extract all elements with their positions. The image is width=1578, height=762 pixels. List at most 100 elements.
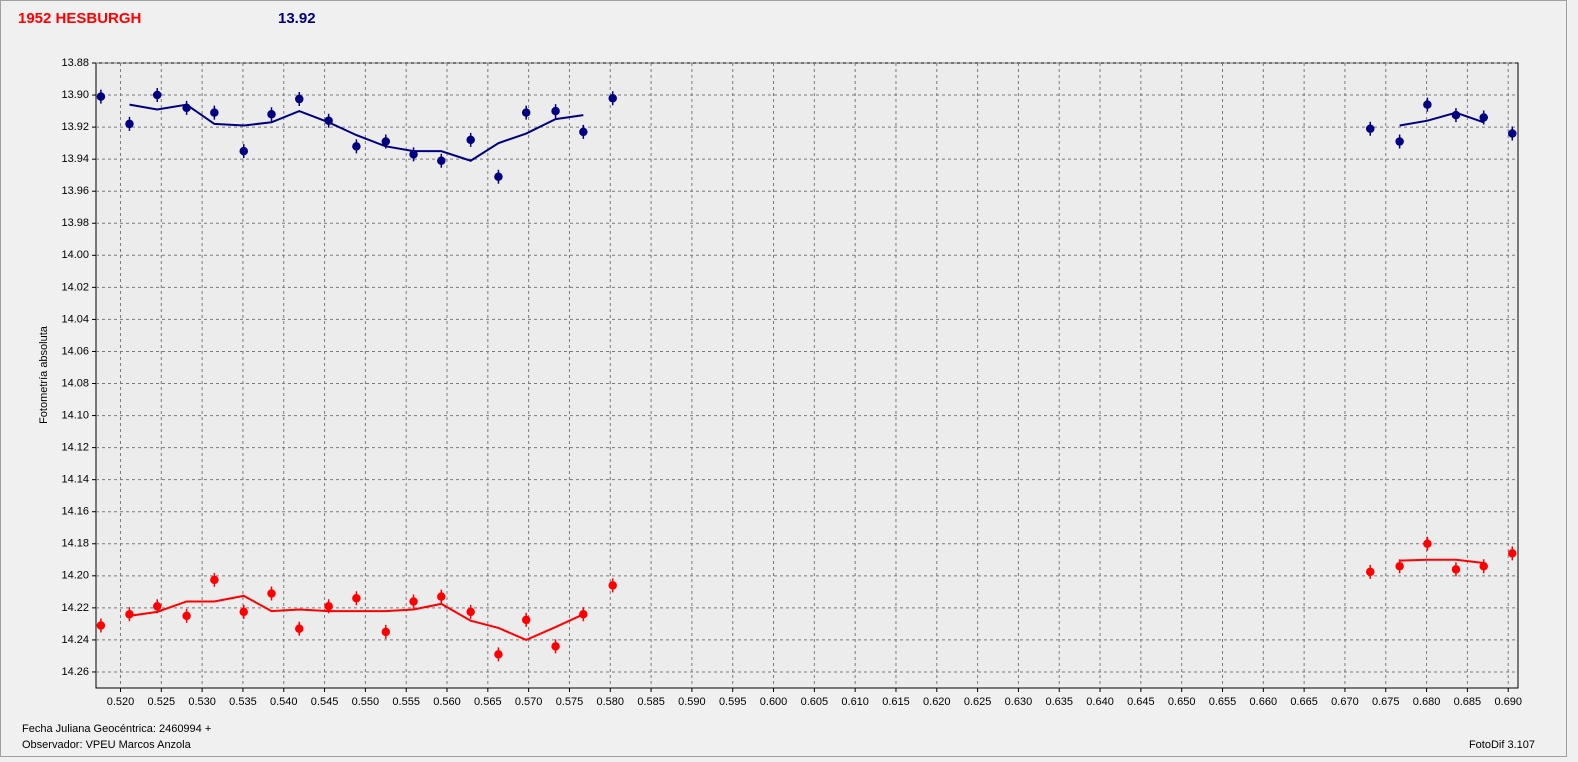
x-tick-label: 0.535 <box>229 696 257 708</box>
observer: Observador: VPEU Marcos Anzola <box>22 739 192 751</box>
x-tick-label: 0.665 <box>1290 696 1318 708</box>
x-tick-label: 0.685 <box>1454 696 1482 708</box>
x-tick-label: 0.545 <box>311 696 339 708</box>
x-tick-label: 0.530 <box>188 696 216 708</box>
data-point <box>210 105 219 120</box>
x-tick-label: 0.600 <box>760 696 788 708</box>
x-tick-label: 0.560 <box>433 696 461 708</box>
data-point <box>1423 97 1432 112</box>
x-tick-label: 0.565 <box>474 696 502 708</box>
data-point <box>1366 121 1375 136</box>
trend-line <box>129 558 1484 642</box>
data-point <box>381 624 391 639</box>
x-tick-label: 0.620 <box>923 696 951 708</box>
trend-line <box>129 103 1485 162</box>
y-tick-label: 14.26 <box>61 666 89 678</box>
y-tick-label: 14.02 <box>61 281 89 293</box>
x-tick-label: 0.590 <box>678 696 706 708</box>
y-tick-label: 14.04 <box>61 313 89 325</box>
x-tick-label: 0.550 <box>352 696 380 708</box>
data-point <box>125 607 134 622</box>
data-point <box>551 104 560 119</box>
data-point <box>352 139 361 154</box>
y-tick-label: 14.00 <box>61 249 89 261</box>
data-point <box>608 91 617 106</box>
data-point <box>1366 564 1375 579</box>
y-tick-label: 14.06 <box>61 345 89 357</box>
chart-title: 1952 HESBURGH <box>18 10 141 27</box>
y-tick-label: 14.14 <box>61 474 89 486</box>
data-point <box>437 589 446 604</box>
x-tick-label: 0.605 <box>801 696 829 708</box>
data-point <box>551 639 560 654</box>
data-point <box>521 612 531 627</box>
y-axis-label: Fotometría absoluta <box>38 325 50 424</box>
y-tick-label: 13.88 <box>61 57 89 69</box>
y-tick-label: 14.12 <box>61 442 89 454</box>
data-point <box>1508 546 1517 561</box>
x-tick-label: 0.585 <box>637 696 665 708</box>
data-point <box>409 594 418 609</box>
x-tick-label: 0.650 <box>1168 696 1196 708</box>
data-point <box>152 88 162 103</box>
x-tick-label: 0.520 <box>107 696 135 708</box>
data-point <box>96 618 106 633</box>
y-tick-label: 13.98 <box>61 217 89 229</box>
data-point <box>494 169 503 184</box>
y-tick-label: 14.18 <box>61 538 89 550</box>
y-tick-label: 14.24 <box>61 634 89 646</box>
data-point <box>437 153 446 168</box>
data-point <box>466 132 475 147</box>
data-point <box>352 591 361 606</box>
y-tick-label: 13.90 <box>61 89 89 101</box>
x-tick-label: 0.575 <box>556 696 584 708</box>
x-tick-label: 0.690 <box>1494 696 1522 708</box>
data-point <box>1508 126 1517 141</box>
software: FotoDif 3.107 <box>1469 739 1535 751</box>
data-point <box>1395 134 1404 149</box>
x-tick-label: 0.670 <box>1331 696 1359 708</box>
data-point <box>96 89 106 104</box>
y-tick-label: 14.22 <box>61 602 89 614</box>
y-tick-label: 14.16 <box>61 506 89 518</box>
x-tick-label: 0.555 <box>392 696 420 708</box>
data-point <box>1423 536 1432 551</box>
x-tick-label: 0.525 <box>148 696 176 708</box>
data-point <box>295 92 304 107</box>
x-tick-label: 0.635 <box>1045 696 1073 708</box>
data-point <box>1395 559 1404 574</box>
x-tick-label: 0.540 <box>270 696 298 708</box>
y-tick-label: 13.94 <box>61 153 89 165</box>
x-tick-label: 0.660 <box>1250 696 1278 708</box>
x-tick-label: 0.645 <box>1127 696 1155 708</box>
x-tick-label: 0.570 <box>515 696 543 708</box>
data-point <box>267 586 276 601</box>
data-point <box>267 107 276 122</box>
chart-subtitle: 13.92 <box>278 10 316 27</box>
y-tick-label: 14.08 <box>61 377 89 389</box>
data-point <box>125 116 134 131</box>
data-point <box>494 647 503 662</box>
y-tick-label: 14.10 <box>61 409 89 421</box>
x-tick-label: 0.640 <box>1086 696 1114 708</box>
x-axis-label: Fecha Juliana Geocéntrica: 2460994 + <box>22 723 211 735</box>
data-point <box>182 608 191 623</box>
x-tick-label: 0.625 <box>964 696 992 708</box>
x-tick-label: 0.680 <box>1413 696 1441 708</box>
y-tick-label: 13.96 <box>61 185 89 197</box>
data-point <box>239 604 249 619</box>
data-point <box>579 607 588 622</box>
data-point <box>1451 562 1461 577</box>
data-point <box>239 144 249 159</box>
x-tick-label: 0.610 <box>841 696 869 708</box>
y-tick-label: 14.20 <box>61 570 89 582</box>
data-point <box>608 578 617 593</box>
plot-area <box>95 62 1519 689</box>
data-point <box>295 621 304 636</box>
data-point <box>579 124 588 139</box>
x-tick-label: 0.675 <box>1372 696 1400 708</box>
y-tick-label: 13.92 <box>61 121 89 133</box>
data-point <box>521 105 531 120</box>
